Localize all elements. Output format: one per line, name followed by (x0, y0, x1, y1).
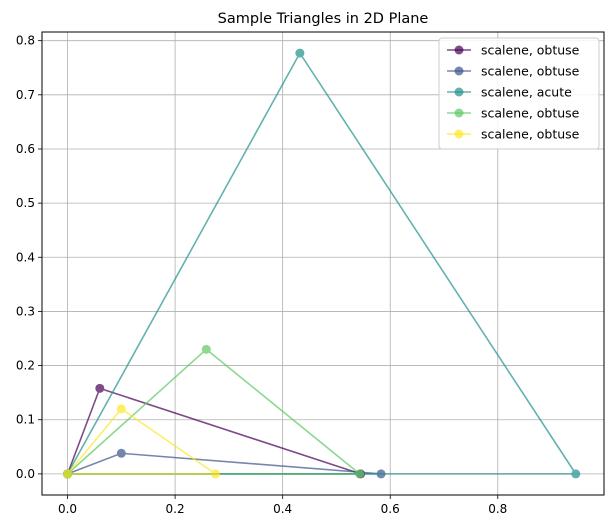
y-tick-label: 0.5 (16, 196, 35, 210)
y-tick-label: 0.0 (16, 467, 35, 481)
series-triangle-5 (63, 404, 220, 479)
legend-marker (454, 66, 464, 76)
x-tick-label: 0.8 (488, 502, 507, 516)
vertex-point (95, 383, 105, 393)
y-tick-label: 0.3 (16, 304, 35, 318)
vertex-point (210, 469, 220, 479)
x-tick-label: 0.2 (166, 502, 185, 516)
vertex-point (201, 344, 211, 354)
legend-label: scalene, obtuse (481, 64, 580, 79)
legend-item: scalene, acute (447, 85, 572, 100)
plot-frame (41, 31, 605, 496)
legend-marker (454, 87, 464, 97)
series-triangle-1 (63, 383, 366, 479)
legend-label: scalene, acute (481, 85, 572, 100)
vertex-point (63, 469, 73, 479)
plot-series (63, 48, 581, 479)
vertex-point (355, 469, 365, 479)
y-tick-label: 0.4 (16, 250, 35, 264)
x-tick-label: 0.0 (58, 502, 77, 516)
chart-title: Sample Triangles in 2D Plane (218, 11, 429, 27)
series-line (66, 407, 219, 475)
legend-item: scalene, obtuse (447, 43, 580, 58)
legend-item: scalene, obtuse (447, 127, 580, 142)
legend: scalene, obtuse scalene, obtuse scalene, a… (438, 37, 600, 150)
y-tick-label: 0.7 (16, 88, 35, 102)
legend-item: scalene, obtuse (447, 64, 580, 79)
legend-label: scalene, obtuse (481, 106, 580, 121)
vertex-point (116, 404, 126, 414)
legend-marker (454, 108, 464, 118)
y-tick-label: 0.2 (16, 359, 35, 373)
series-line (67, 452, 382, 475)
legend-item: scalene, obtuse (447, 106, 580, 121)
y-tick-label: 0.8 (16, 34, 35, 48)
y-tick-label: 0.1 (16, 413, 35, 427)
vertex-point (116, 448, 126, 458)
legend-marker (454, 45, 464, 55)
x-tick-label: 0.6 (381, 502, 400, 516)
legend-box (438, 37, 600, 150)
vertex-point (571, 469, 581, 479)
legend-marker (454, 129, 464, 139)
series-line (67, 348, 362, 475)
x-tick-label: 0.4 (273, 502, 292, 516)
vertex-point (295, 48, 305, 58)
legend-label: scalene, obtuse (481, 127, 580, 142)
legend-label: scalene, obtuse (481, 43, 580, 58)
axes: 0.0 0.2 0.4 0.6 0.8 0.0 0.1 0.2 0.3 0.4 0.5 0.6 0.7 0… (16, 34, 507, 516)
y-tick-label: 0.6 (16, 142, 35, 156)
